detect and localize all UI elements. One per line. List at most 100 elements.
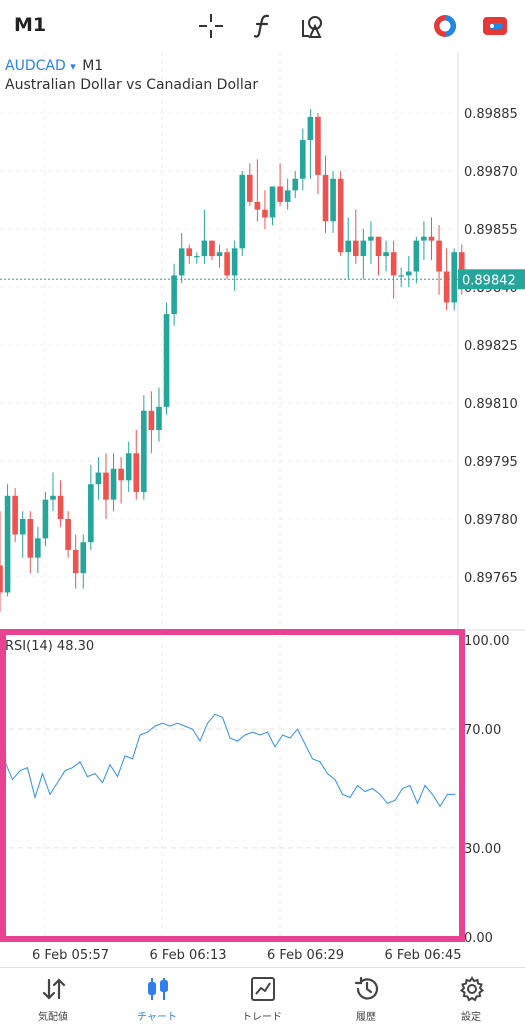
candle-bull [383, 252, 389, 257]
price-label: 0.89885 [464, 107, 518, 122]
rsi-label: RSI(14) 48.30 [5, 639, 94, 654]
candle-bear [315, 116, 321, 175]
candle-bull [178, 248, 185, 276]
candle-bull [345, 240, 352, 253]
history-icon [354, 976, 379, 1000]
candle-bear [254, 201, 261, 210]
crosshair-icon[interactable] [197, 12, 225, 40]
trading-icon[interactable] [431, 12, 459, 40]
candle-bull [35, 538, 41, 558]
candle-bull [42, 499, 49, 539]
settings-icon [459, 976, 485, 1002]
candle-bull [4, 495, 11, 593]
candle-bull [80, 542, 87, 574]
time-label: 6 Feb 05:57 [32, 948, 109, 963]
candle-bear [337, 178, 344, 253]
candle-bear [322, 174, 329, 222]
rsi-level-label: 0.00 [464, 931, 493, 946]
account-icon[interactable] [481, 12, 509, 40]
current-price-label: 0.89842 [462, 273, 516, 288]
candle-bear [65, 519, 71, 550]
chart-icon [148, 978, 168, 1000]
price-chart[interactable]: 0.898850.898700.898550.898400.898250.898… [0, 52, 525, 967]
price-label: 0.89765 [464, 571, 518, 586]
nav-chart-label: チャート [137, 1012, 177, 1023]
chevron-down-icon[interactable]: ▾ [70, 60, 76, 73]
candle-bull [125, 453, 132, 481]
candle-bull [292, 178, 299, 191]
price-label: 0.89825 [464, 339, 518, 354]
candle-bear [27, 519, 34, 558]
trade-icon [251, 977, 275, 1001]
candle-bull [216, 252, 223, 257]
nav-divider [0, 967, 525, 968]
nav-trade[interactable]: トレード [222, 972, 302, 1024]
candle-bull [398, 275, 405, 277]
candle-bull [171, 275, 177, 315]
candle-bear [375, 236, 382, 257]
candle-bear [186, 248, 193, 257]
symbol-selector[interactable]: AUDCAD ▾ M1 [5, 58, 103, 74]
price-label: 0.89795 [464, 455, 518, 470]
candle-bear [262, 209, 268, 218]
candle-bull [413, 240, 420, 272]
candle-bear [103, 472, 109, 500]
rsi-level-label: 30.00 [464, 842, 501, 857]
nav-settings-label: 設定 [461, 1012, 481, 1023]
candle-bear [133, 453, 140, 492]
candle-bull [163, 314, 170, 407]
candle-bear [352, 240, 359, 257]
candle-bear [436, 240, 442, 272]
candle-bull [360, 240, 367, 257]
candle-bear [118, 468, 124, 481]
nav-settings[interactable]: 設定 [431, 972, 511, 1024]
rsi-highlight-box [0, 629, 465, 942]
timeframe-button[interactable]: M1 [14, 14, 47, 36]
rsi-line [4, 713, 455, 808]
nav-chart[interactable]: チャート [117, 972, 197, 1024]
time-label: 6 Feb 06:45 [385, 948, 462, 963]
candle-bull [284, 190, 291, 202]
candle-bear [148, 410, 155, 431]
candle-bull [307, 116, 314, 141]
candle-bear [209, 240, 215, 257]
candle-bear [428, 236, 435, 241]
objects-icon[interactable] [299, 12, 327, 40]
candle-bear [277, 186, 283, 202]
candle-bull [405, 271, 412, 276]
current-price-tag [458, 269, 525, 290]
nav-quotes-label: 気配値 [38, 1012, 68, 1023]
candle-bull [95, 472, 102, 485]
symbol-timeframe: M1 [82, 58, 104, 74]
candle-bull [231, 248, 238, 276]
candle-bull [421, 236, 427, 241]
time-label: 6 Feb 06:13 [150, 948, 227, 963]
price-label: 0.89780 [464, 513, 518, 528]
nav-quotes[interactable]: 気配値 [13, 972, 93, 1024]
candle-bull [239, 174, 246, 249]
candle-bull [141, 410, 147, 492]
candle-bull [451, 252, 457, 303]
price-label: 0.89810 [464, 397, 518, 412]
candle-bull [110, 468, 117, 500]
candle-bull [194, 256, 200, 258]
quotes-icon [42, 978, 66, 1000]
candle-bull [330, 178, 336, 222]
candle-bear [72, 549, 79, 574]
symbol-name[interactable]: AUDCAD [5, 58, 66, 74]
function-icon[interactable] [249, 12, 277, 40]
candle-bear [458, 252, 465, 280]
candle-bull [50, 495, 56, 500]
price-label: 0.89855 [464, 223, 518, 238]
candle-bear [247, 174, 253, 202]
rsi-level-label: 70.00 [464, 723, 501, 738]
nav-history[interactable]: 履歴 [326, 972, 406, 1024]
candle-bull [368, 236, 374, 241]
candle-bear [224, 252, 230, 276]
candle-bull [19, 519, 26, 535]
nav-trade-label: トレード [242, 1012, 282, 1023]
candle-bull [300, 140, 306, 179]
candle-bear [390, 252, 397, 276]
time-label: 6 Feb 06:29 [267, 948, 344, 963]
candle-bear [57, 495, 64, 519]
